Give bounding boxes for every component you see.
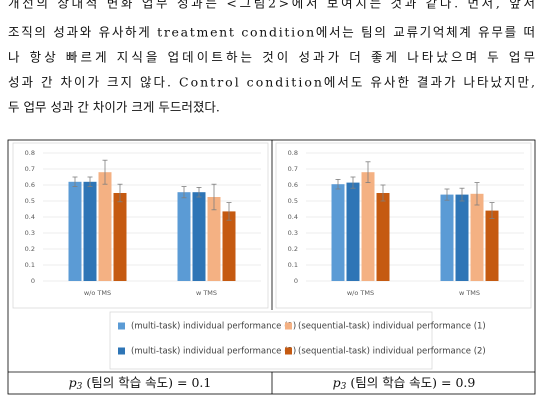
bar	[485, 210, 499, 281]
legend-swatch	[285, 347, 292, 355]
text-line: 나 항상 빠르게 지식을 업데이트하는 것이 성과가 더 좋게 나타났으며 두 …	[8, 50, 535, 65]
bar	[361, 172, 375, 281]
legend-swatch	[118, 322, 125, 330]
text-line: 조직의 성과와 유사하게 treatment condition에서는 팀의 교…	[8, 25, 535, 40]
error-bar	[365, 161, 371, 184]
error-bar	[474, 182, 480, 206]
bar	[346, 182, 360, 281]
bar	[68, 181, 82, 281]
y-tick-label: 0.1	[288, 261, 298, 269]
y-tick-label: 0.5	[25, 197, 35, 205]
x-tick-label: w TMS	[196, 289, 217, 297]
y-tick-label: 0.8	[25, 149, 35, 157]
bar	[113, 193, 127, 281]
error-bar	[117, 183, 123, 203]
legend-border	[109, 311, 433, 370]
error-bar	[459, 187, 465, 202]
y-tick-label: 0.8	[288, 149, 298, 157]
bar	[192, 192, 206, 281]
y-tick-label: 0	[294, 277, 298, 285]
text-line: 개선의 상대적 변화 업무 성과는 <그림2>에서 보여지는 것과 같다. 먼저…	[8, 0, 535, 11]
y-tick-label: 0.4	[25, 213, 35, 221]
y-tick-label: 0.3	[25, 229, 35, 237]
bar	[440, 194, 454, 281]
bar	[376, 193, 390, 281]
y-tick-label: 0.2	[25, 245, 35, 253]
error-bar	[181, 186, 187, 199]
legend-label: (multi-task) individual performance (2)	[131, 347, 296, 357]
legend-swatch	[285, 322, 292, 330]
y-tick-label: 0.4	[288, 213, 298, 221]
bar	[455, 194, 469, 281]
legend-label: (multi-task) individual performance (1)	[131, 322, 296, 332]
caption-subscript: 3	[341, 382, 347, 392]
y-tick-label: 0.1	[25, 261, 35, 269]
y-tick-label: 0.6	[25, 181, 35, 189]
caption-symbol: p	[333, 375, 341, 390]
bar	[470, 193, 484, 281]
x-tick-label: w/o TMS	[84, 289, 111, 297]
y-tick-label: 0.6	[288, 181, 298, 189]
chart-border	[275, 142, 532, 309]
caption-text: (팀의 학습 속도) = 0.9	[346, 375, 475, 390]
error-bar	[196, 186, 202, 198]
caption-text: (팀의 학습 속도) = 0.1	[82, 375, 211, 390]
caption-subscript: 3	[77, 382, 83, 392]
caption: p3 (팀의 학습 속도) = 0.1	[69, 375, 212, 392]
text-line: 성과 간 차이가 크지 않다. Control condition에서도 유사한…	[8, 75, 535, 90]
legend-swatch	[118, 347, 125, 355]
error-bar	[380, 184, 386, 202]
y-tick-label: 0.3	[288, 229, 298, 237]
bar	[98, 172, 112, 281]
x-tick-label: w/o TMS	[347, 289, 374, 297]
y-tick-label: 0	[31, 277, 35, 285]
figure-frame	[7, 139, 536, 395]
error-bar	[226, 202, 232, 221]
error-bar	[211, 183, 217, 211]
error-bar	[87, 176, 93, 188]
bar	[331, 184, 345, 281]
chart-border	[12, 142, 269, 309]
error-bar	[72, 176, 78, 188]
error-bar	[444, 188, 450, 201]
text-line: 두 업무 성과 간 차이가 크게 두드러졌다.	[8, 100, 220, 115]
y-tick-label: 0.7	[25, 165, 35, 173]
error-bar	[102, 159, 108, 185]
bar	[222, 211, 236, 281]
legend-label: (sequential-task) individual performance…	[298, 347, 486, 357]
error-bar	[350, 176, 356, 189]
bar	[177, 192, 191, 281]
error-bar	[489, 202, 495, 220]
y-tick-label: 0.7	[288, 165, 298, 173]
legend-label: (sequential-task) individual performance…	[298, 322, 486, 332]
bar	[207, 197, 221, 281]
error-bar	[335, 178, 341, 190]
y-tick-label: 0.5	[288, 197, 298, 205]
bar	[83, 181, 97, 281]
caption: p3 (팀의 학습 속도) = 0.9	[333, 375, 476, 392]
x-tick-label: w TMS	[459, 289, 480, 297]
caption-symbol: p	[69, 375, 77, 390]
y-tick-label: 0.2	[288, 245, 298, 253]
